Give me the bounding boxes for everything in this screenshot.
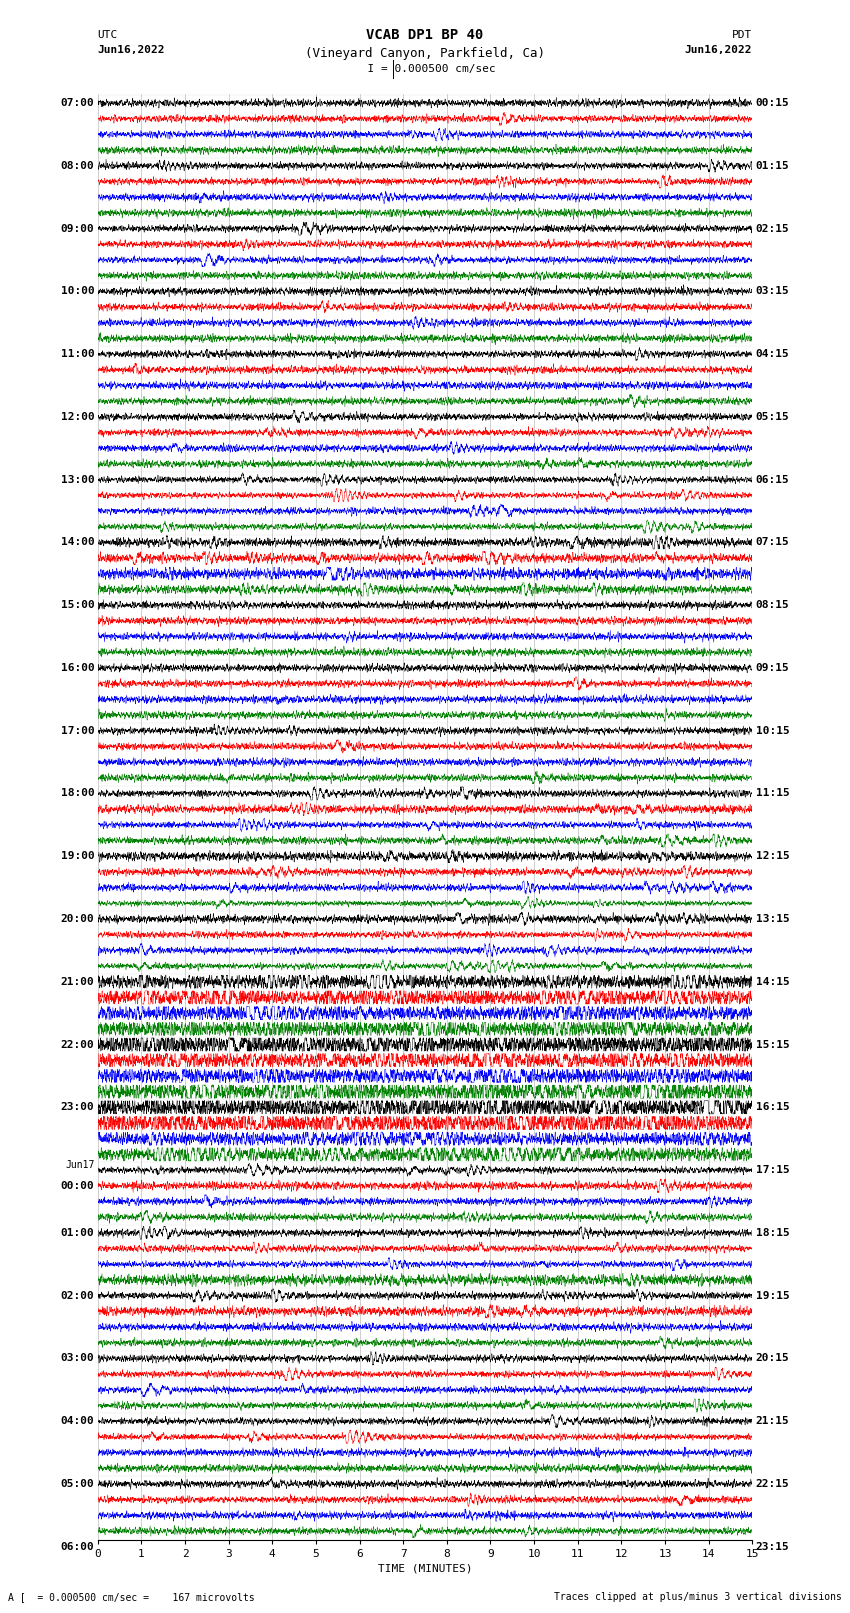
Text: 11:15: 11:15 (756, 789, 790, 798)
Text: Jun16,2022: Jun16,2022 (98, 45, 165, 55)
Text: 02:00: 02:00 (60, 1290, 94, 1300)
Text: 12:15: 12:15 (756, 852, 790, 861)
Text: PDT: PDT (732, 31, 752, 40)
Text: 09:15: 09:15 (756, 663, 790, 673)
Text: 22:00: 22:00 (60, 1039, 94, 1050)
Text: 05:15: 05:15 (756, 411, 790, 423)
Text: Traces clipped at plus/minus 3 vertical divisions: Traces clipped at plus/minus 3 vertical … (553, 1592, 842, 1602)
Text: 00:15: 00:15 (756, 98, 790, 108)
Text: 10:15: 10:15 (756, 726, 790, 736)
Text: 04:00: 04:00 (60, 1416, 94, 1426)
Text: 03:15: 03:15 (756, 286, 790, 297)
Text: 20:15: 20:15 (756, 1353, 790, 1363)
Text: 14:15: 14:15 (756, 977, 790, 987)
Text: 15:00: 15:00 (60, 600, 94, 610)
Text: UTC: UTC (98, 31, 118, 40)
Text: I = 0.000500 cm/sec: I = 0.000500 cm/sec (354, 65, 496, 74)
Text: 17:00: 17:00 (60, 726, 94, 736)
Text: 15:15: 15:15 (756, 1039, 790, 1050)
Text: 10:00: 10:00 (60, 286, 94, 297)
Text: 09:00: 09:00 (60, 224, 94, 234)
Text: 16:00: 16:00 (60, 663, 94, 673)
Text: 08:00: 08:00 (60, 161, 94, 171)
Text: 00:00: 00:00 (60, 1181, 94, 1190)
Text: 21:15: 21:15 (756, 1416, 790, 1426)
Text: 23:00: 23:00 (60, 1102, 94, 1113)
Text: 05:00: 05:00 (60, 1479, 94, 1489)
Text: A [  = 0.000500 cm/sec =    167 microvolts: A [ = 0.000500 cm/sec = 167 microvolts (8, 1592, 255, 1602)
Text: (Vineyard Canyon, Parkfield, Ca): (Vineyard Canyon, Parkfield, Ca) (305, 47, 545, 60)
Text: 18:00: 18:00 (60, 789, 94, 798)
Text: 17:15: 17:15 (756, 1165, 790, 1174)
Text: 07:00: 07:00 (60, 98, 94, 108)
Text: 02:15: 02:15 (756, 224, 790, 234)
Text: VCAB DP1 BP 40: VCAB DP1 BP 40 (366, 29, 484, 42)
Text: 07:15: 07:15 (756, 537, 790, 547)
Text: 03:00: 03:00 (60, 1353, 94, 1363)
Text: 01:00: 01:00 (60, 1227, 94, 1237)
Text: 23:15: 23:15 (756, 1542, 790, 1552)
Text: 18:15: 18:15 (756, 1227, 790, 1237)
Text: 19:00: 19:00 (60, 852, 94, 861)
Text: 12:00: 12:00 (60, 411, 94, 423)
Text: Jun16,2022: Jun16,2022 (685, 45, 752, 55)
X-axis label: TIME (MINUTES): TIME (MINUTES) (377, 1563, 473, 1574)
Text: Jun17: Jun17 (65, 1160, 94, 1169)
Text: 06:00: 06:00 (60, 1542, 94, 1552)
Text: 13:15: 13:15 (756, 915, 790, 924)
Text: 20:00: 20:00 (60, 915, 94, 924)
Text: 21:00: 21:00 (60, 977, 94, 987)
Text: 19:15: 19:15 (756, 1290, 790, 1300)
Text: 13:00: 13:00 (60, 474, 94, 484)
Text: 06:15: 06:15 (756, 474, 790, 484)
Text: 04:15: 04:15 (756, 348, 790, 360)
Text: 08:15: 08:15 (756, 600, 790, 610)
Text: 22:15: 22:15 (756, 1479, 790, 1489)
Text: 14:00: 14:00 (60, 537, 94, 547)
Text: 16:15: 16:15 (756, 1102, 790, 1113)
Text: 01:15: 01:15 (756, 161, 790, 171)
Text: 11:00: 11:00 (60, 348, 94, 360)
